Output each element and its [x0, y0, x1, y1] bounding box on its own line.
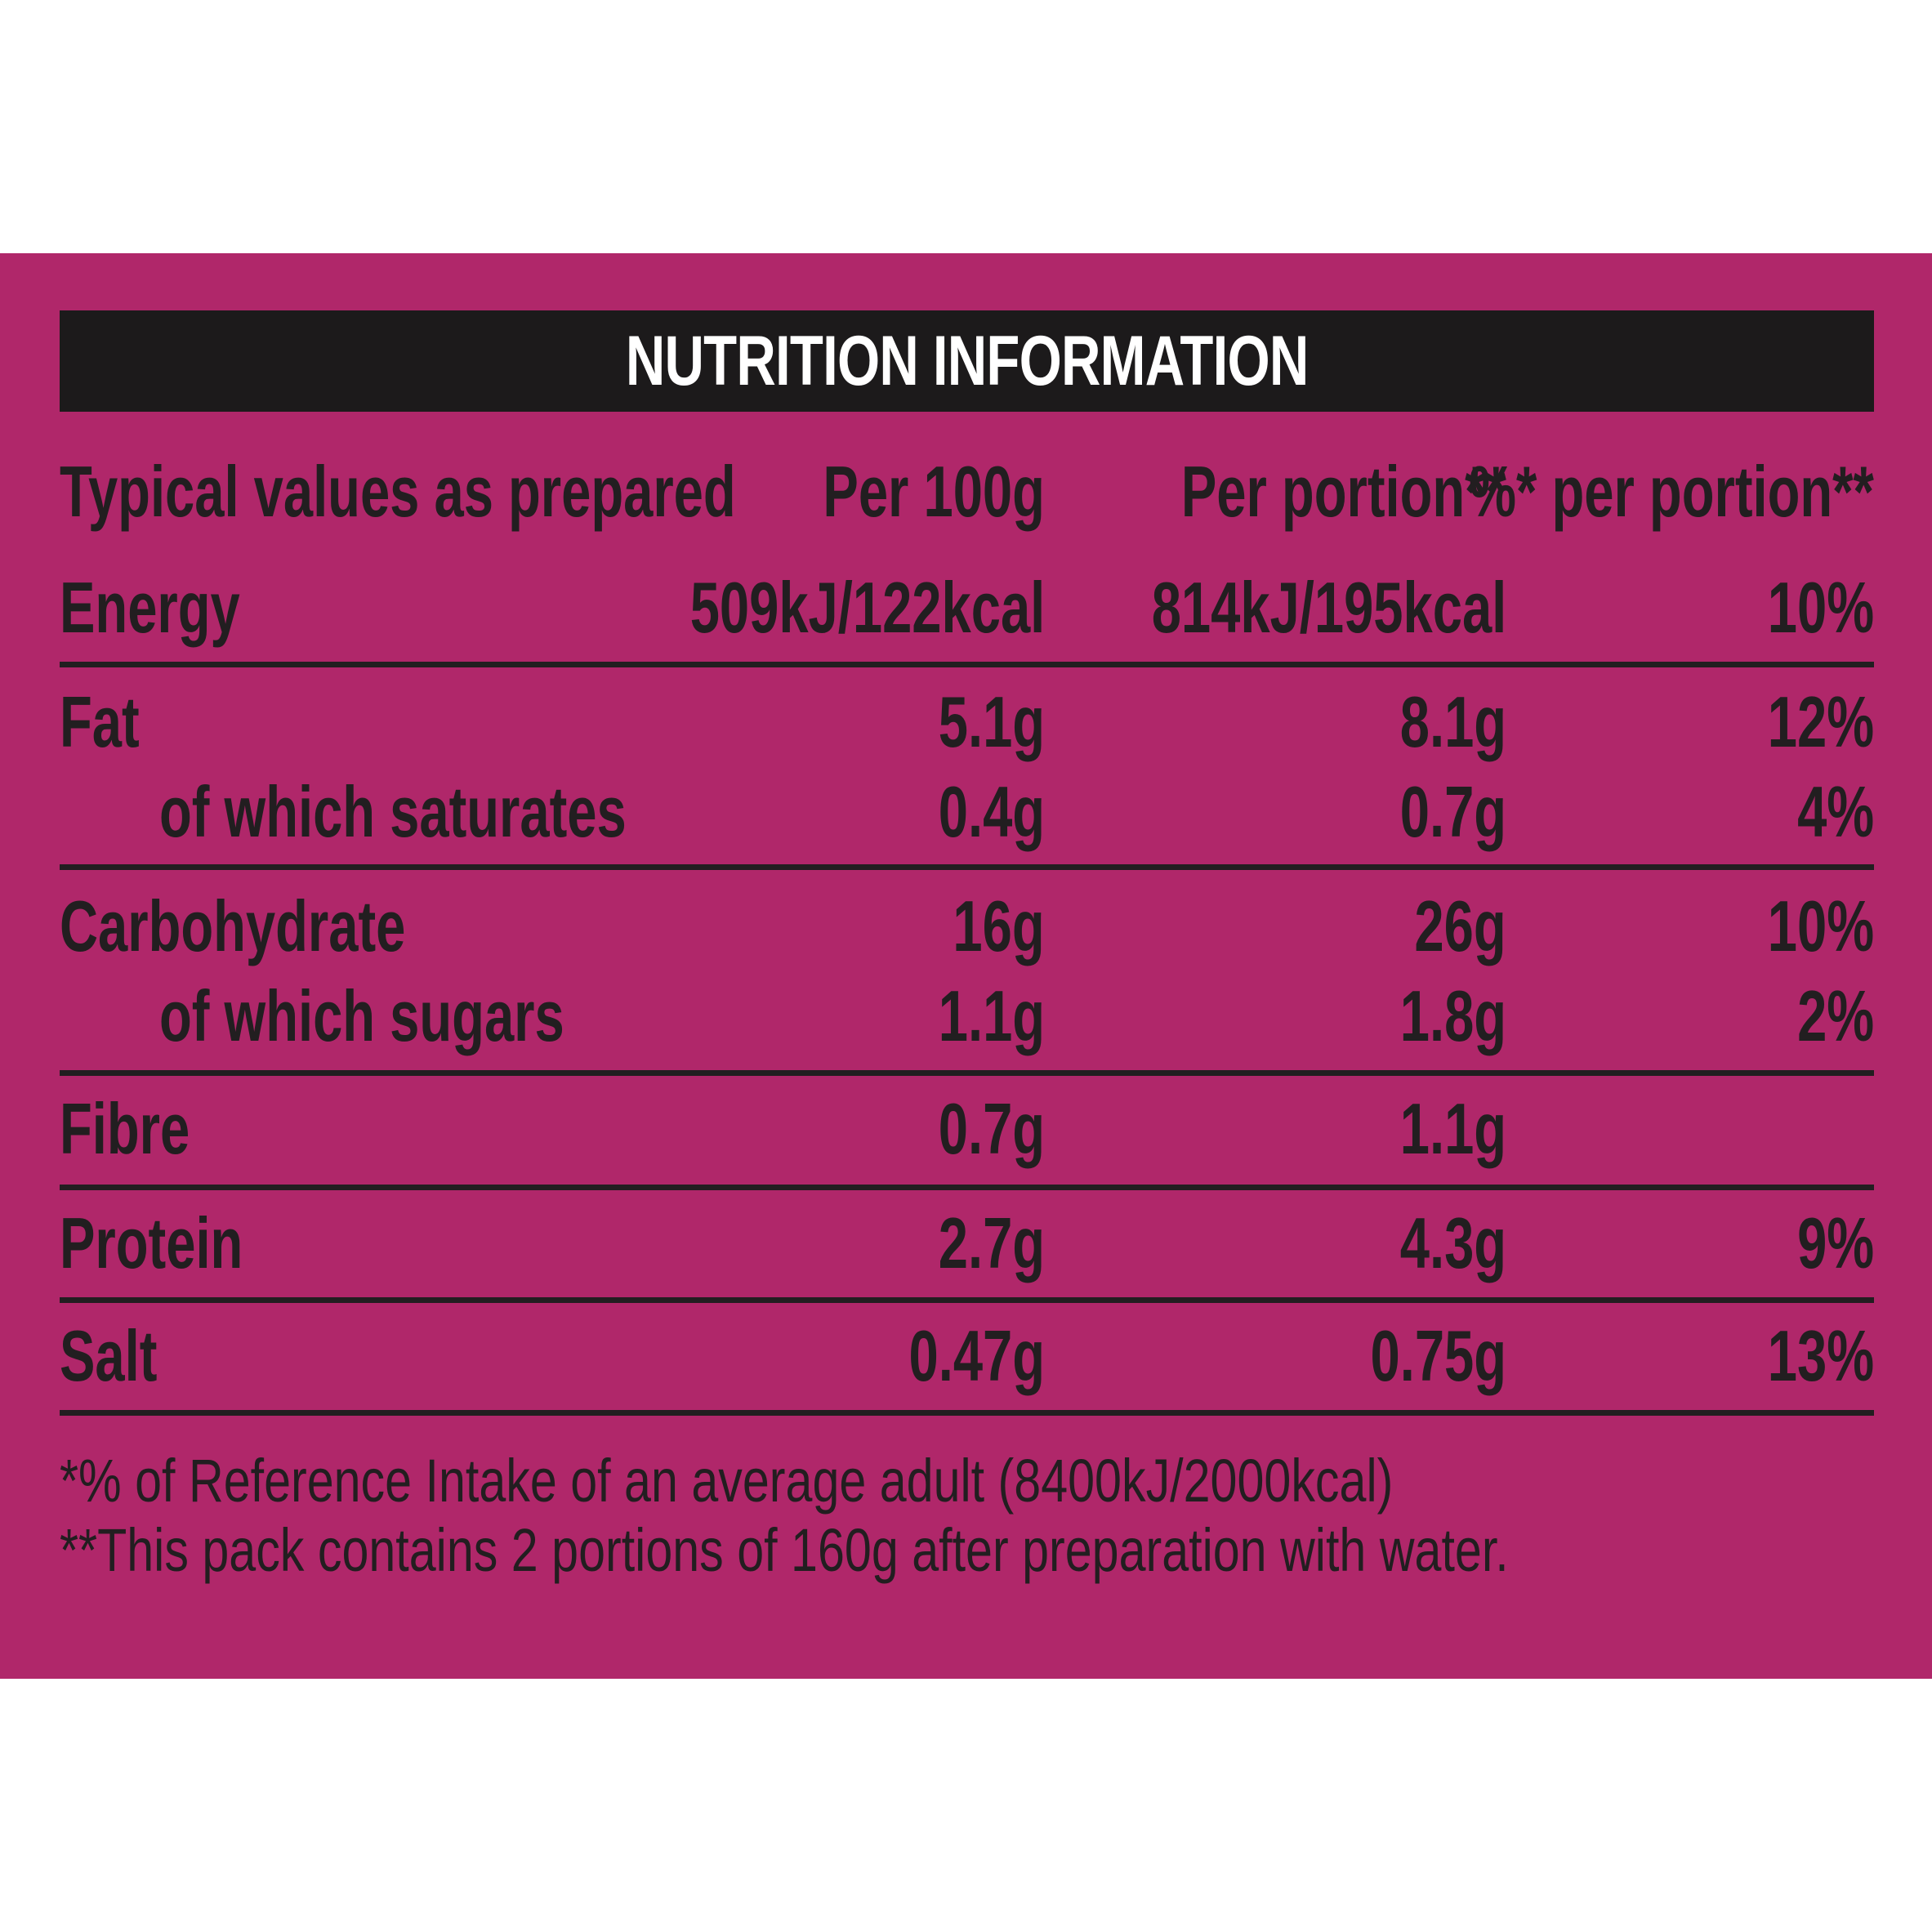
header-label: Typical values as prepared	[60, 451, 736, 532]
row-pct: 12%	[1767, 681, 1874, 762]
divider	[60, 864, 1874, 870]
header-per100g: Per 100g	[823, 451, 1045, 532]
divider	[60, 1410, 1874, 1416]
row-per100g: 2.7g	[938, 1202, 1045, 1283]
row-per-portion: 0.7g	[1399, 771, 1506, 852]
row-label: of which sugars	[159, 975, 564, 1056]
row-per-portion: 1.1g	[1399, 1088, 1506, 1169]
row-per100g: 0.7g	[938, 1088, 1045, 1169]
row-per-portion: 814kJ/195kcal	[1151, 567, 1506, 648]
row-label: Protein	[60, 1202, 243, 1283]
row-per-portion: 1.8g	[1399, 975, 1506, 1056]
row-per100g: 1.1g	[938, 975, 1045, 1056]
row-label: Fibre	[60, 1088, 190, 1169]
header-pct-per-portion: %* per portion**	[1469, 451, 1874, 532]
row-pct: 10%	[1767, 886, 1874, 966]
row-per-portion: 4.3g	[1399, 1202, 1506, 1283]
row-per100g: 509kJ/122kcal	[689, 567, 1045, 648]
row-per-portion: 26g	[1414, 886, 1506, 966]
row-per100g: 16g	[953, 886, 1045, 966]
row-label: Salt	[60, 1315, 158, 1396]
divider	[60, 662, 1874, 667]
row-label: Energy	[60, 567, 240, 648]
divider	[60, 1070, 1874, 1076]
row-pct: 10%	[1767, 567, 1874, 648]
row-pct: 13%	[1767, 1315, 1874, 1396]
title-bar: NUTRITION INFORMATION	[60, 310, 1874, 412]
divider	[60, 1297, 1874, 1303]
row-per100g: 0.4g	[938, 771, 1045, 852]
page-title: NUTRITION INFORMATION	[625, 321, 1309, 400]
row-pct: 4%	[1796, 771, 1874, 852]
nutrition-panel: NUTRITION INFORMATION Typical values as …	[0, 253, 1932, 1679]
row-pct: 2%	[1796, 975, 1874, 1056]
row-label: Carbohydrate	[60, 886, 406, 966]
footnote-reference-intake: *% of Reference Intake of an average adu…	[60, 1447, 1394, 1515]
row-label: Fat	[60, 681, 140, 762]
divider	[60, 1185, 1874, 1190]
footnote-portions: **This pack contains 2 portions of 160g …	[60, 1516, 1509, 1584]
row-per-portion: 0.75g	[1370, 1315, 1506, 1396]
row-per-portion: 8.1g	[1399, 681, 1506, 762]
row-per100g: 0.47g	[908, 1315, 1045, 1396]
row-per100g: 5.1g	[938, 681, 1045, 762]
row-label: of which saturates	[159, 771, 627, 852]
header-per-portion: Per portion**	[1180, 451, 1506, 532]
row-pct: 9%	[1796, 1202, 1874, 1283]
